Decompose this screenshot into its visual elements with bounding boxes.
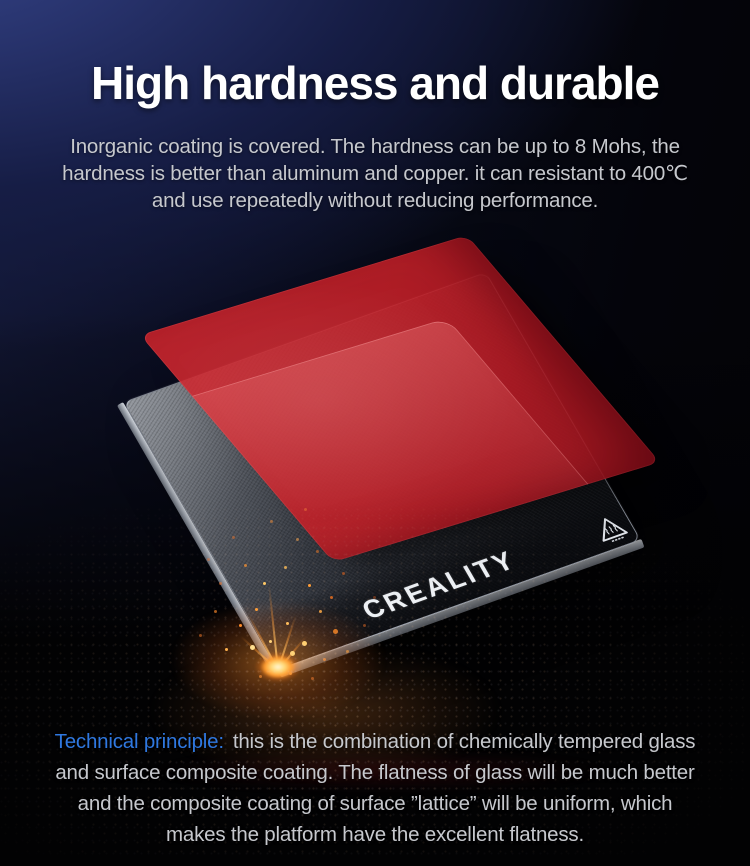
intro-paragraph: Inorganic coating is covered. The hardne… <box>25 133 725 214</box>
glass-build-plate: CREALITY <box>123 271 641 670</box>
hot-surface-warning-icon <box>602 518 628 543</box>
technical-line: and the composite coating of surface ”la… <box>77 792 673 815</box>
red-floor-reflection <box>60 742 700 800</box>
technical-principle-paragraph: Technical principle: this is the combinat… <box>15 726 735 850</box>
intro-line: hardness is better than aluminum and cop… <box>62 162 688 185</box>
page-title: High hardness and durable <box>91 57 660 109</box>
spark-core <box>254 651 302 683</box>
intro-line: and use repeatedly without reducing perf… <box>151 189 599 212</box>
technical-line: Technical principle: this is the combinat… <box>15 726 735 757</box>
intro-line: Inorganic coating is covered. The hardne… <box>70 135 680 158</box>
technical-line-text: this is the combination of chemically te… <box>232 730 696 753</box>
technical-line: and surface composite coating. The flatn… <box>55 761 695 784</box>
technical-principle-label: Technical principle: <box>54 730 224 753</box>
technical-line: makes the platform have the excellent fl… <box>166 823 584 846</box>
